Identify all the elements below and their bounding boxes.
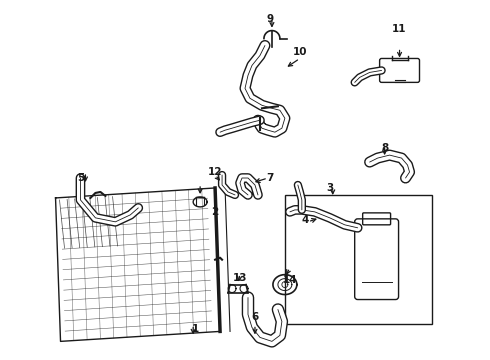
Text: 4: 4: [301, 215, 309, 225]
Text: 12: 12: [208, 167, 222, 177]
Text: 5: 5: [77, 173, 84, 183]
Text: 13: 13: [233, 273, 247, 283]
Bar: [285, 195, 433, 324]
Text: 1: 1: [192, 324, 199, 334]
Text: 8: 8: [381, 143, 388, 153]
Text: 2: 2: [212, 207, 219, 217]
Text: 7: 7: [266, 173, 273, 183]
Text: 9: 9: [267, 14, 273, 24]
Text: 11: 11: [392, 24, 407, 33]
Text: 6: 6: [251, 312, 259, 323]
Text: 3: 3: [326, 183, 333, 193]
Text: 14: 14: [283, 275, 297, 285]
Text: 10: 10: [293, 48, 307, 58]
